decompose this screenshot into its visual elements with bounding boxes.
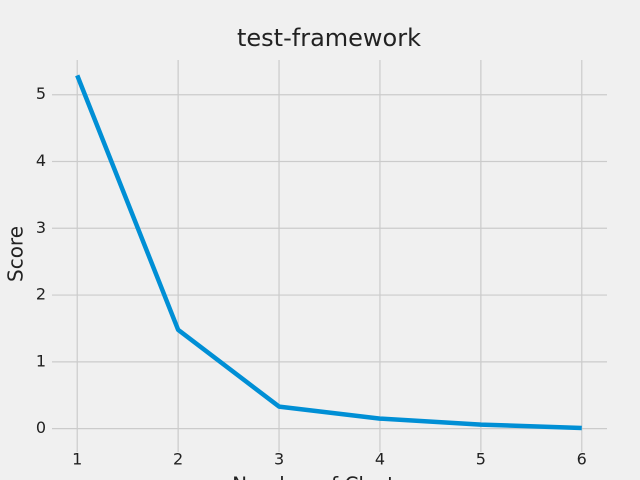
x-axis-label: Number of Clusters [232,473,426,480]
y-tick-label: 5 [36,84,46,103]
x-tick-label: 3 [274,450,284,469]
y-tick-label: 4 [36,151,46,170]
x-tick-label: 2 [173,450,183,469]
y-tick-label: 2 [36,285,46,304]
y-tick-label: 3 [36,218,46,237]
x-tick-label: 1 [72,450,82,469]
grid [52,60,607,452]
y-tick-label: 0 [36,418,46,437]
x-tick-label: 6 [577,450,587,469]
line [75,74,582,431]
y-tick-label: 1 [36,351,46,370]
chart-title: test-framework [237,24,421,52]
y-axis-label: Score [4,226,28,282]
x-tick-label: 4 [375,450,385,469]
x-tick-label: 5 [476,450,486,469]
